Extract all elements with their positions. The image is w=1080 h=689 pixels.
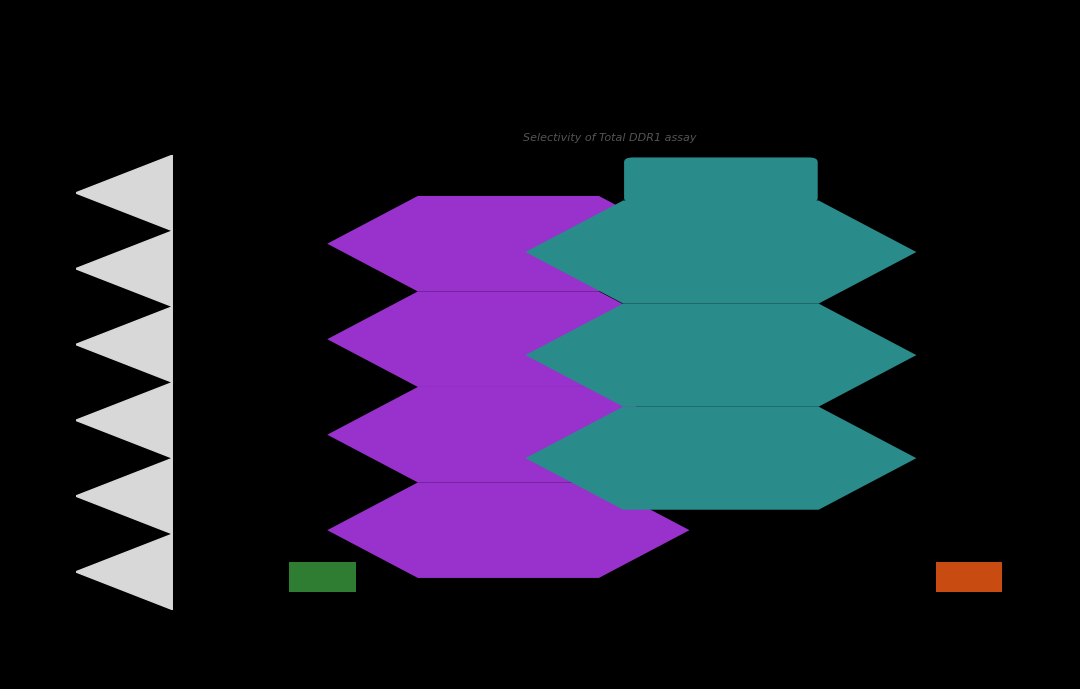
Polygon shape: [526, 304, 916, 407]
Text: Selectivity of Total DDR1 assay: Selectivity of Total DDR1 assay: [524, 134, 697, 143]
Polygon shape: [327, 196, 689, 291]
Polygon shape: [526, 407, 916, 510]
Bar: [707, 198, 734, 200]
Polygon shape: [327, 482, 689, 578]
Polygon shape: [327, 387, 689, 482]
Bar: [289, 562, 355, 592]
Polygon shape: [327, 291, 689, 387]
Ellipse shape: [323, 0, 899, 52]
Bar: [935, 562, 1002, 592]
FancyBboxPatch shape: [624, 158, 818, 203]
Polygon shape: [76, 155, 173, 610]
Polygon shape: [526, 200, 916, 304]
